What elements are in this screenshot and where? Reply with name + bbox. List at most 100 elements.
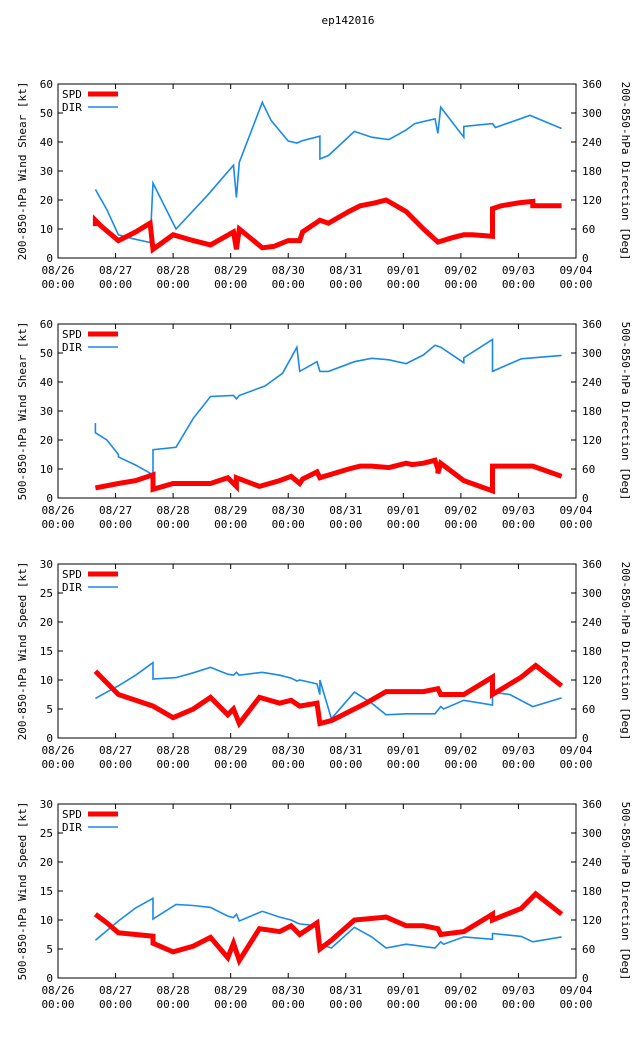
- x-tick-time: 00:00: [387, 518, 420, 531]
- y2-tick-label: 120: [582, 914, 602, 927]
- x-tick-time: 00:00: [99, 518, 132, 531]
- legend-label-dir: DIR: [62, 101, 82, 114]
- y2-tick-label: 180: [582, 405, 602, 418]
- x-tick-time: 00:00: [444, 518, 477, 531]
- x-tick-date: 09/01: [387, 264, 420, 277]
- x-tick-time: 00:00: [157, 278, 190, 291]
- x-tick-date: 09/03: [502, 984, 535, 997]
- y2-tick-label: 360: [582, 558, 602, 571]
- x-tick-time: 00:00: [444, 758, 477, 771]
- x-tick-time: 00:00: [329, 758, 362, 771]
- x-tick-time: 00:00: [387, 998, 420, 1011]
- y2-tick-label: 360: [582, 798, 602, 811]
- x-tick-time: 00:00: [272, 758, 305, 771]
- x-tick-date: 09/03: [502, 744, 535, 757]
- y2-tick-label: 300: [582, 107, 602, 120]
- y2-tick-label: 240: [582, 856, 602, 869]
- x-tick-date: 08/26: [41, 984, 74, 997]
- y-tick-label: 10: [40, 914, 53, 927]
- series-line-spd: [93, 890, 564, 967]
- x-tick-date: 08/28: [157, 264, 190, 277]
- y-tick-label: 60: [40, 318, 53, 331]
- y-tick-label: 0: [46, 492, 53, 505]
- y2-tick-label: 120: [582, 674, 602, 687]
- series-line-spd: [93, 662, 564, 729]
- x-tick-date: 08/30: [272, 504, 305, 517]
- x-tick-date: 08/30: [272, 264, 305, 277]
- legend-label-spd: SPD: [62, 808, 82, 821]
- y2-tick-label: 240: [582, 616, 602, 629]
- y2-axis-label: 200-850-hPa Direction [Deg]: [619, 82, 632, 261]
- series-line-dir: [94, 896, 562, 949]
- x-tick-time: 00:00: [502, 998, 535, 1011]
- y2-tick-label: 240: [582, 136, 602, 149]
- x-tick-date: 09/04: [559, 984, 592, 997]
- x-tick-date: 09/04: [559, 744, 592, 757]
- legend-label-spd: SPD: [62, 328, 82, 341]
- x-tick-date: 08/30: [272, 984, 305, 997]
- x-tick-time: 00:00: [444, 998, 477, 1011]
- x-tick-time: 00:00: [99, 758, 132, 771]
- x-tick-time: 00:00: [41, 518, 74, 531]
- y-tick-label: 60: [40, 78, 53, 91]
- y2-tick-label: 240: [582, 376, 602, 389]
- x-tick-date: 08/31: [329, 744, 362, 757]
- page-title: ep142016: [322, 14, 375, 27]
- x-tick-date: 08/28: [157, 504, 190, 517]
- y-tick-label: 25: [40, 587, 53, 600]
- x-tick-time: 00:00: [387, 758, 420, 771]
- x-tick-time: 00:00: [99, 278, 132, 291]
- legend-label-dir: DIR: [62, 581, 82, 594]
- chart-panel-2: 010203040506006012018024030036008/2600:0…: [16, 318, 632, 531]
- y2-tick-label: 120: [582, 194, 602, 207]
- x-tick-date: 08/27: [99, 264, 132, 277]
- legend-label-dir: DIR: [62, 341, 82, 354]
- x-tick-time: 00:00: [329, 998, 362, 1011]
- x-tick-date: 08/31: [329, 504, 362, 517]
- x-tick-date: 08/27: [99, 984, 132, 997]
- x-tick-time: 00:00: [157, 998, 190, 1011]
- y2-tick-label: 0: [582, 972, 589, 985]
- y2-tick-label: 360: [582, 318, 602, 331]
- x-tick-date: 09/04: [559, 504, 592, 517]
- y2-axis-label: 500-850-hPa Direction [Deg]: [619, 802, 632, 981]
- y-tick-label: 0: [46, 252, 53, 265]
- y-tick-label: 20: [40, 616, 53, 629]
- y-tick-label: 10: [40, 223, 53, 236]
- x-tick-time: 00:00: [157, 518, 190, 531]
- y-axis-label: 200-850-hPa Wind Speed [kt]: [16, 562, 29, 741]
- x-tick-date: 08/26: [41, 744, 74, 757]
- x-tick-time: 00:00: [387, 278, 420, 291]
- x-tick-date: 09/01: [387, 984, 420, 997]
- y2-tick-label: 60: [582, 223, 595, 236]
- x-tick-date: 08/29: [214, 264, 247, 277]
- x-tick-time: 00:00: [502, 518, 535, 531]
- y2-tick-label: 360: [582, 78, 602, 91]
- x-tick-time: 00:00: [502, 758, 535, 771]
- chart-panel-3: 05101520253006012018024030036008/2600:00…: [16, 558, 632, 771]
- series-line-dir: [95, 661, 562, 721]
- y2-tick-label: 300: [582, 347, 602, 360]
- x-tick-date: 08/28: [157, 744, 190, 757]
- x-tick-date: 09/02: [444, 744, 477, 757]
- x-tick-time: 00:00: [559, 278, 592, 291]
- x-tick-time: 00:00: [214, 998, 247, 1011]
- series-line-dir: [94, 338, 562, 477]
- y-tick-label: 10: [40, 674, 53, 687]
- y-tick-label: 5: [46, 943, 53, 956]
- x-tick-date: 08/31: [329, 264, 362, 277]
- y-tick-label: 30: [40, 798, 53, 811]
- x-tick-time: 00:00: [272, 518, 305, 531]
- x-tick-time: 00:00: [444, 278, 477, 291]
- x-tick-time: 00:00: [157, 758, 190, 771]
- x-tick-time: 00:00: [559, 518, 592, 531]
- x-tick-time: 00:00: [559, 998, 592, 1011]
- x-tick-time: 00:00: [41, 758, 74, 771]
- y-tick-label: 50: [40, 347, 53, 360]
- x-tick-date: 09/01: [387, 744, 420, 757]
- x-tick-date: 08/27: [99, 504, 132, 517]
- y-tick-label: 20: [40, 194, 53, 207]
- y2-tick-label: 300: [582, 827, 602, 840]
- series-line-spd: [94, 457, 563, 495]
